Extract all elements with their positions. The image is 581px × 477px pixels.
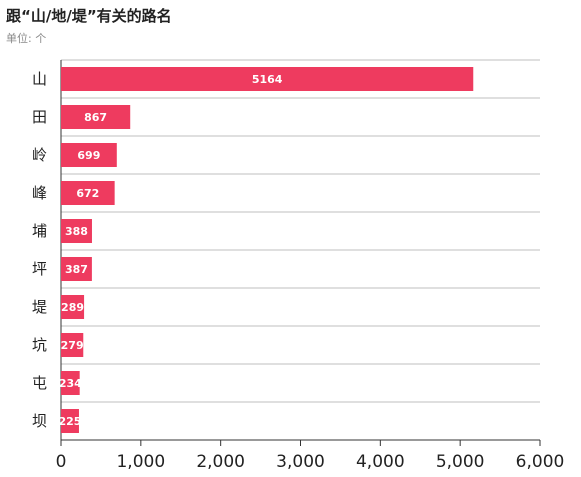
- bar: [61, 295, 85, 319]
- x-tick-label: 6,000: [516, 452, 565, 472]
- category-label: 埔: [32, 222, 47, 240]
- data-label: 225: [58, 415, 81, 428]
- category-label: 堤: [32, 298, 47, 316]
- category-label: 田: [32, 108, 47, 126]
- bar: [61, 67, 474, 91]
- x-tick-label: 4,000: [356, 452, 405, 472]
- category-label: 峰: [32, 184, 47, 202]
- x-tick-label: 3,000: [276, 452, 325, 472]
- data-label: 388: [65, 225, 88, 238]
- category-label: 坑: [32, 336, 47, 354]
- bar: [61, 333, 84, 357]
- bar: [61, 409, 79, 433]
- bar: [61, 257, 92, 281]
- data-label: 672: [76, 187, 99, 200]
- bar: [61, 143, 117, 167]
- category-label: 岭: [32, 146, 47, 164]
- data-label: 867: [84, 111, 107, 124]
- data-label: 5164: [252, 73, 283, 86]
- x-tick-label: 2,000: [196, 452, 245, 472]
- data-label: 279: [61, 339, 84, 352]
- bar: [61, 219, 92, 243]
- category-label: 山: [32, 70, 47, 88]
- category-label: 屯: [32, 374, 47, 392]
- x-tick-label: 1,000: [116, 452, 165, 472]
- chart-subtitle: 单位: 个: [6, 32, 47, 45]
- chart-title: 跟“山/地/堤”有关的路名: [6, 7, 172, 25]
- bar: [61, 181, 115, 205]
- x-tick-label: 5,000: [436, 452, 485, 472]
- bar: [61, 371, 80, 395]
- data-label: 699: [77, 149, 100, 162]
- x-tick-label: 0: [56, 452, 67, 472]
- bar: [61, 105, 131, 129]
- category-label: 坪: [32, 260, 47, 278]
- data-label: 234: [59, 377, 82, 390]
- category-label: 坝: [32, 412, 47, 430]
- data-label: 289: [61, 301, 84, 314]
- data-label: 387: [65, 263, 88, 276]
